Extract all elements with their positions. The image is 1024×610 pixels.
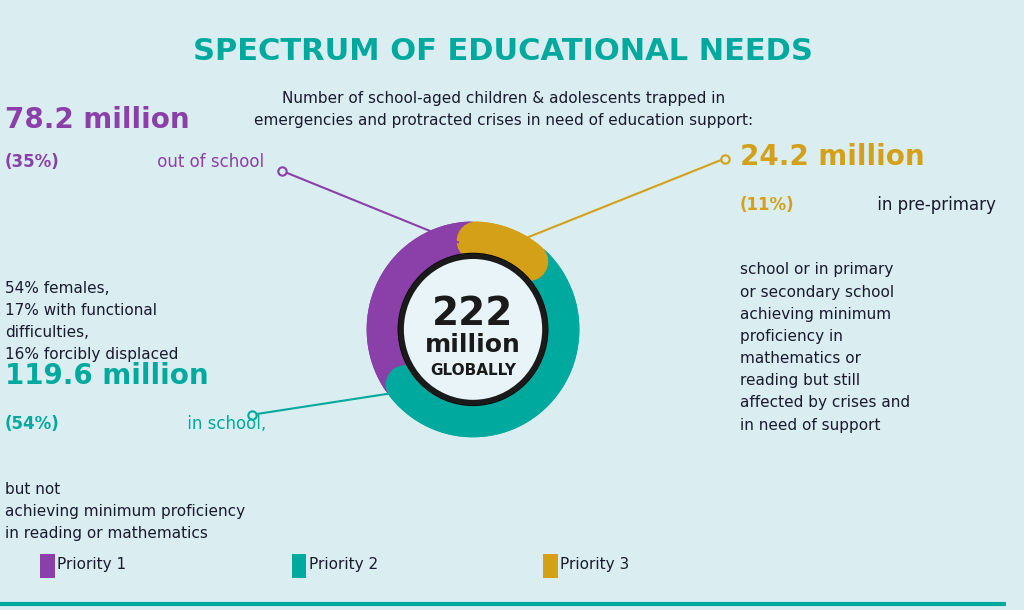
Text: 54% females,
17% with functional
difficulties,
16% forcibly displaced: 54% females, 17% with functional difficu…: [5, 281, 178, 362]
Text: (11%): (11%): [739, 195, 795, 214]
Text: Priority 3: Priority 3: [560, 557, 630, 572]
Text: 24.2 million: 24.2 million: [739, 143, 925, 171]
Text: million: million: [425, 332, 521, 357]
Text: (35%): (35%): [5, 152, 59, 171]
Text: 78.2 million: 78.2 million: [5, 106, 189, 134]
Circle shape: [401, 256, 545, 403]
Text: in pre-primary: in pre-primary: [871, 195, 995, 214]
Text: SPECTRUM OF EDUCATIONAL NEEDS: SPECTRUM OF EDUCATIONAL NEEDS: [194, 37, 813, 66]
Text: Priority 2: Priority 2: [308, 557, 378, 572]
Text: but not
achieving minimum proficiency
in reading or mathematics: but not achieving minimum proficiency in…: [5, 482, 245, 541]
Text: (54%): (54%): [5, 415, 59, 433]
Text: GLOBALLY: GLOBALLY: [430, 363, 516, 378]
Text: school or in primary
or secondary school
achieving minimum
proficiency in
mathem: school or in primary or secondary school…: [739, 262, 910, 432]
Circle shape: [404, 259, 542, 400]
FancyBboxPatch shape: [40, 554, 54, 578]
Text: out of school: out of school: [152, 152, 264, 171]
FancyBboxPatch shape: [544, 554, 558, 578]
Circle shape: [401, 256, 545, 403]
Circle shape: [366, 220, 581, 439]
Text: 119.6 million: 119.6 million: [5, 362, 209, 390]
Text: in school,: in school,: [182, 415, 266, 433]
Text: Number of school-aged children & adolescents trapped in
emergencies and protract: Number of school-aged children & adolesc…: [254, 92, 753, 127]
Text: Priority 1: Priority 1: [57, 557, 126, 572]
Text: 222: 222: [432, 295, 514, 333]
FancyBboxPatch shape: [292, 554, 306, 578]
